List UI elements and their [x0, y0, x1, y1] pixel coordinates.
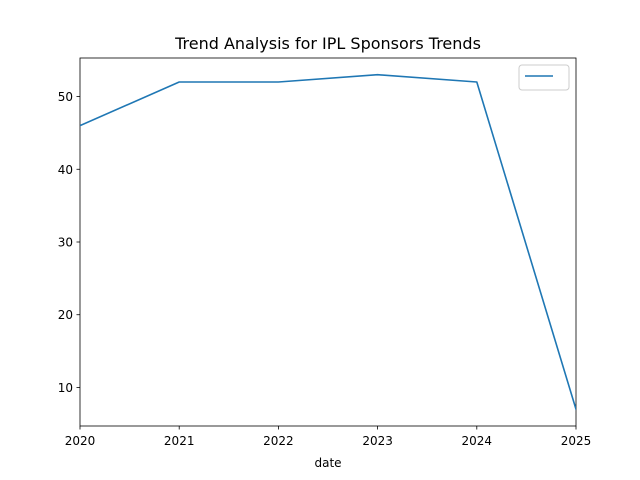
series-line-0: [80, 73, 576, 411]
x-axis-ticks: 2020 2021 2022 2023 2024 2025: [65, 426, 592, 448]
y-tick-label: 40: [58, 163, 73, 177]
y-tick-label: 20: [58, 308, 73, 322]
legend-box: [518, 64, 570, 91]
y-tick-label: 10: [58, 381, 73, 395]
chart-title: Trend Analysis for IPL Sponsors Trends: [174, 34, 481, 53]
x-tick-label: 2021: [164, 434, 195, 448]
y-tick-label: 50: [58, 90, 73, 104]
x-tick-label: 2020: [65, 434, 96, 448]
legend: [518, 64, 570, 91]
x-axis-label: date: [314, 456, 341, 470]
y-axis-ticks: 10 20 30 40 50: [58, 90, 80, 395]
y-tick-label: 30: [58, 236, 73, 250]
series-layer: [80, 73, 576, 411]
x-tick-label: 2025: [561, 434, 592, 448]
x-tick-label: 2023: [362, 434, 393, 448]
x-tick-label: 2024: [462, 434, 493, 448]
x-tick-label: 2022: [263, 434, 294, 448]
